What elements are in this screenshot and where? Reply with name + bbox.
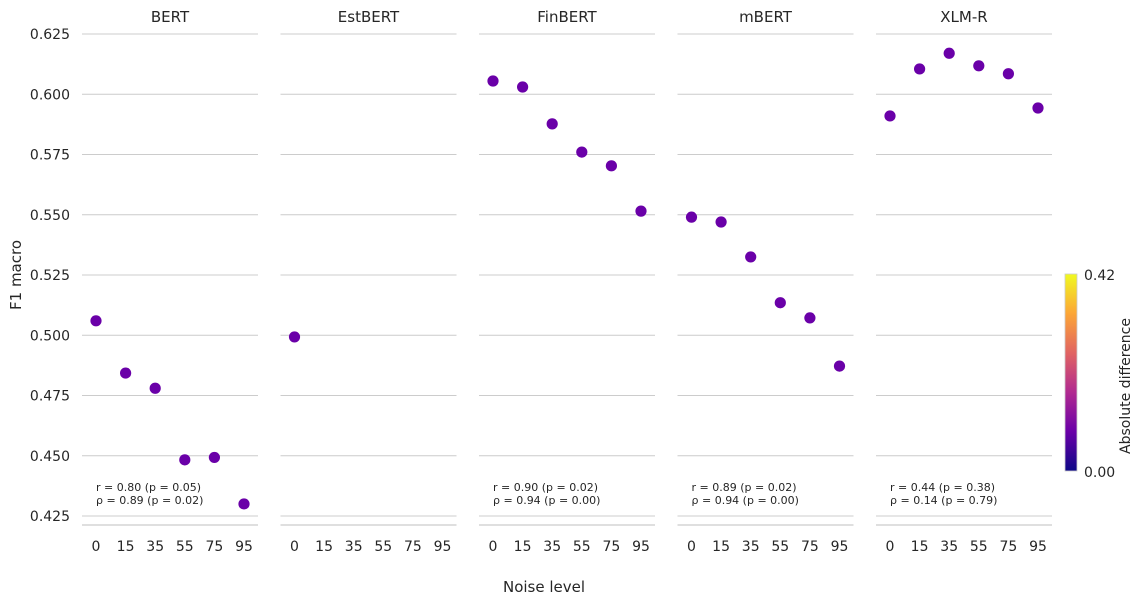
- data-point: [804, 312, 816, 324]
- panel-title: mBERT: [739, 8, 793, 26]
- y-tick-label: 0.550: [30, 208, 70, 224]
- data-point: [1002, 68, 1015, 80]
- panel-title: BERT: [151, 8, 190, 26]
- x-tick-label: 0: [290, 539, 299, 555]
- x-tick-label: 55: [573, 539, 591, 555]
- x-tick-label: 95: [434, 539, 452, 555]
- colorbar-gradient: [1064, 273, 1078, 472]
- y-tick-label: 0.575: [30, 148, 70, 164]
- colorbar: 0.42 0.00 Absolute difference: [1064, 268, 1134, 481]
- panel-title: XLM-R: [940, 8, 987, 26]
- x-tick-label: 55: [374, 539, 392, 555]
- annotation-pearson: r = 0.80 (p = 0.05): [96, 481, 201, 494]
- colorbar-max-label: 0.42: [1084, 268, 1115, 284]
- x-tick-label: 35: [543, 539, 561, 555]
- x-tick-label: 15: [117, 539, 135, 555]
- annotation-spearman: ρ = 0.94 (p = 0.00): [692, 494, 799, 507]
- annotation-pearson: r = 0.44 (p = 0.38): [890, 481, 995, 494]
- y-tick-label: 0.450: [30, 449, 70, 465]
- x-tick-label: 35: [345, 539, 363, 555]
- x-tick-label: 75: [205, 539, 223, 555]
- y-tick-label: 0.600: [30, 87, 70, 103]
- y-tick-label: 0.525: [30, 268, 70, 284]
- x-tick-label: 15: [514, 539, 532, 555]
- data-point: [517, 81, 529, 93]
- panel: XLM-R 0 15 35 55 75 95 r = 0.44 (p = 0.38)ρ = 0…: [876, 8, 1052, 555]
- data-point: [943, 47, 955, 59]
- x-tick-label: 75: [999, 539, 1017, 555]
- colorbar-label: Absolute difference: [1118, 318, 1134, 454]
- panel: mBERT 0 15 35 55 75 95 r = 0.89 (p = 0.02)ρ = 0…: [677, 8, 854, 555]
- colorbar-min-label: 0.00: [1084, 465, 1115, 481]
- data-point: [914, 63, 926, 75]
- data-point: [487, 75, 499, 87]
- x-tick-label: 0: [687, 539, 696, 555]
- annotation-spearman: ρ = 0.14 (p = 0.79): [890, 494, 997, 507]
- annotation-spearman: ρ = 0.89 (p = 0.02): [96, 494, 203, 507]
- data-point: [149, 382, 161, 394]
- x-tick-label: 15: [315, 539, 333, 555]
- x-tick-label: 55: [771, 539, 789, 555]
- data-point: [605, 160, 618, 172]
- y-tick-label: 0.625: [30, 27, 70, 43]
- x-tick-label: 35: [742, 539, 760, 555]
- data-point: [120, 367, 132, 379]
- y-axis-label: F1 macro: [7, 240, 25, 310]
- x-tick-label: 75: [801, 539, 819, 555]
- y-tick-label: 0.425: [30, 509, 70, 525]
- data-point: [238, 498, 250, 510]
- data-point: [685, 211, 698, 223]
- x-tick-label: 55: [970, 539, 988, 555]
- x-tick-label: 75: [404, 539, 422, 555]
- y-tick-label: 0.475: [30, 389, 70, 405]
- panel-title: EstBERT: [338, 8, 400, 26]
- x-tick-label: 0: [489, 539, 498, 555]
- x-tick-label: 95: [1029, 539, 1047, 555]
- x-tick-label: 15: [911, 539, 929, 555]
- data-point: [208, 451, 220, 464]
- x-tick-label: 95: [831, 539, 849, 555]
- panels: 0.425 0.450 0.475 0.500 0.525 0.550 0.575 0.600…: [30, 8, 1052, 555]
- data-point: [884, 110, 896, 122]
- annotation-pearson: r = 0.89 (p = 0.02): [692, 481, 797, 494]
- annotation-pearson: r = 0.90 (p = 0.02): [493, 481, 598, 494]
- data-point: [635, 205, 647, 217]
- x-tick-label: 0: [886, 539, 895, 555]
- x-tick-label: 95: [235, 539, 253, 555]
- x-tick-label: 35: [940, 539, 958, 555]
- panel: FinBERT 0 15 35 55 75 95 r = 0.90 (p = 0.02)ρ =…: [479, 8, 655, 555]
- data-point: [745, 251, 757, 263]
- x-axis-label: Noise level: [503, 578, 585, 596]
- x-tick-label: 35: [146, 539, 164, 555]
- annotation-spearman: ρ = 0.94 (p = 0.00): [493, 494, 600, 507]
- data-point: [715, 216, 727, 228]
- panel: 0.425 0.450 0.475 0.500 0.525 0.550 0.575 0.600…: [30, 8, 258, 555]
- x-tick-label: 55: [176, 539, 194, 555]
- data-point: [90, 315, 102, 327]
- x-tick-label: 0: [92, 539, 101, 555]
- data-point: [546, 118, 558, 130]
- panel-title: FinBERT: [537, 8, 597, 26]
- data-point: [973, 60, 985, 72]
- y-tick-label: 0.500: [30, 328, 70, 344]
- x-tick-label: 95: [632, 539, 650, 555]
- data-point: [288, 331, 301, 343]
- x-tick-label: 75: [602, 539, 620, 555]
- data-point: [179, 454, 191, 466]
- data-point: [1032, 102, 1044, 114]
- panel: EstBERT 0 15 35 55 75 95: [280, 8, 457, 555]
- data-point: [774, 297, 786, 309]
- x-tick-label: 15: [712, 539, 730, 555]
- data-point: [576, 146, 588, 158]
- data-point: [833, 360, 846, 372]
